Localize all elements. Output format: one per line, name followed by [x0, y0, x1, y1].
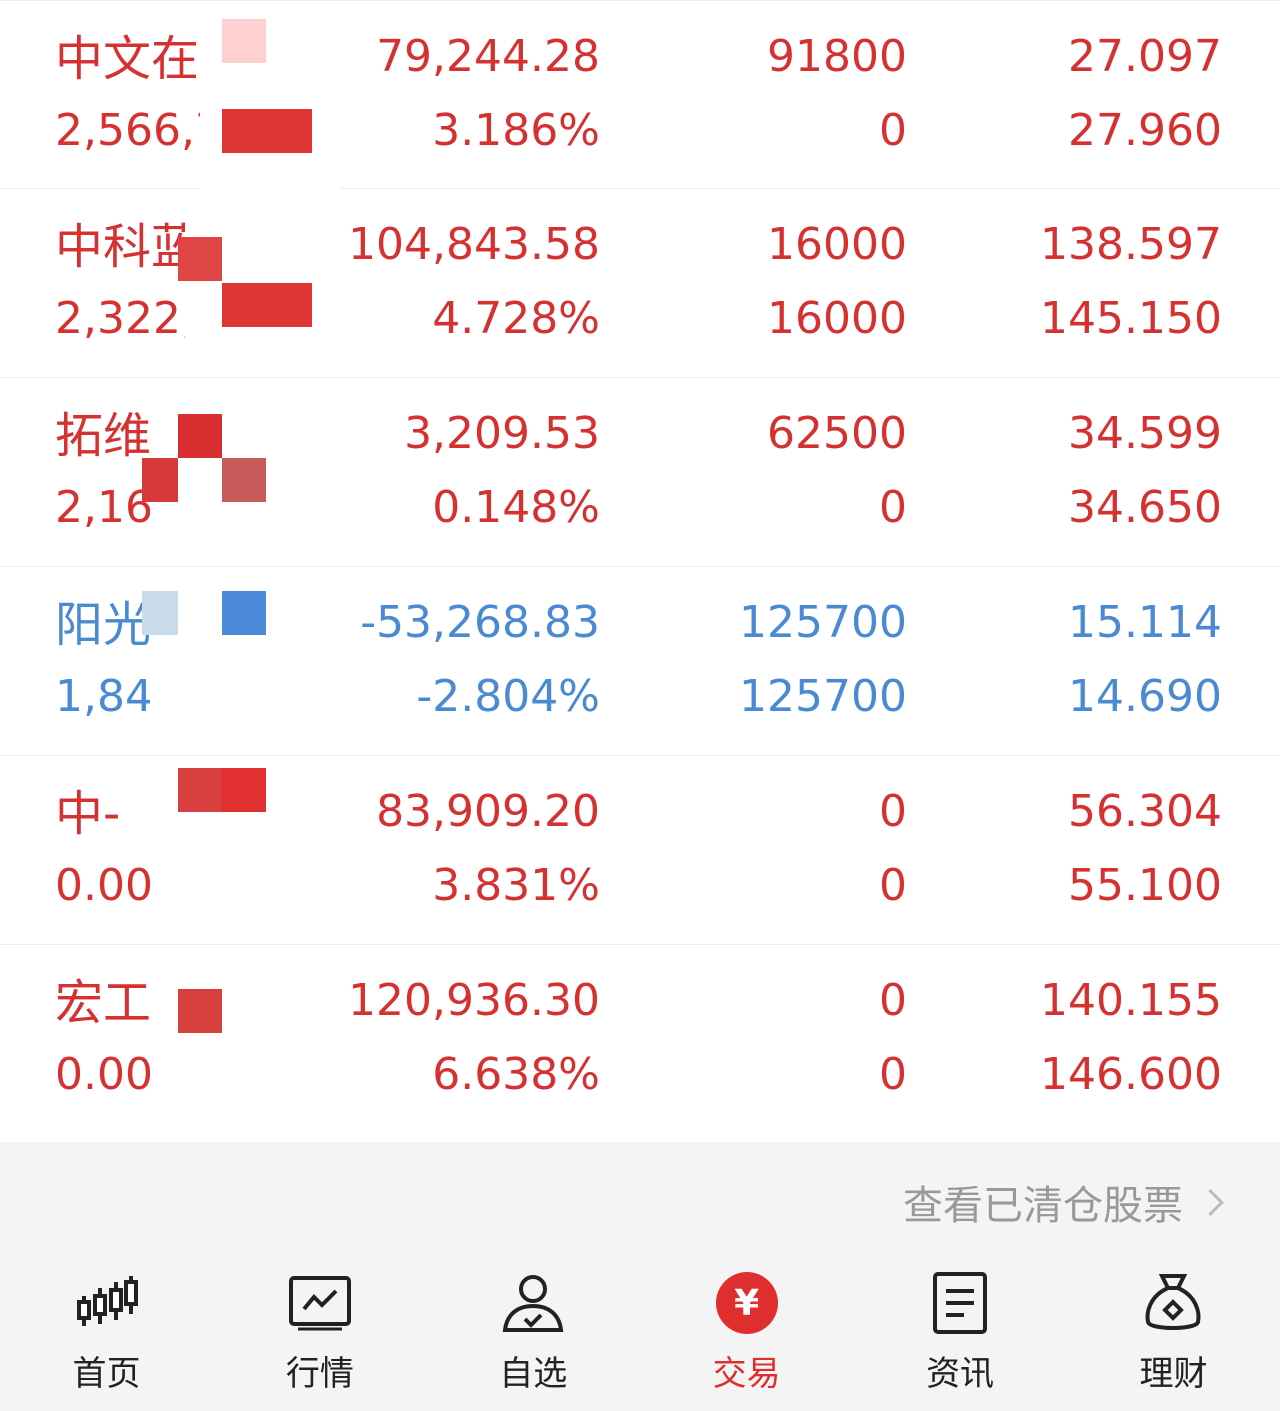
privacy-mask	[222, 591, 266, 635]
pnl-amount: 79,244.28	[376, 31, 600, 82]
holding-row[interactable]: 宏工 0.00 120,936.30 6.638% 0 0 140.155 14…	[0, 945, 1280, 1134]
stock-name: 中文在	[55, 31, 200, 87]
market-value: 0.00	[55, 1049, 153, 1100]
cleared-link-label: 查看已清仓股票	[903, 1183, 1183, 1229]
holding-row[interactable]: 中科蓝 2,322, 104,843.58 4.728% 16000 16000…	[0, 189, 1280, 378]
position-qty: 62500	[767, 408, 907, 459]
privacy-mask	[178, 414, 222, 458]
current-price: 14.690	[1068, 671, 1222, 722]
available-qty: 0	[879, 482, 907, 533]
bottom-tab-bar: 首页 行情 自选 ¥ 交易	[0, 1250, 1280, 1411]
privacy-mask	[200, 11, 340, 189]
candlestick-icon	[72, 1268, 142, 1338]
position-qty: 0	[879, 975, 907, 1026]
footer-area	[0, 1142, 1280, 1411]
position-qty: 91800	[767, 31, 907, 82]
market-value: 2,566,7	[55, 105, 223, 156]
market-value: 1,84	[55, 671, 153, 722]
tab-news[interactable]: 资讯	[854, 1250, 1067, 1411]
pnl-amount: 104,843.58	[348, 219, 600, 270]
pnl-amount: -53,268.83	[360, 597, 600, 648]
stock-name: 宏工	[55, 975, 152, 1031]
stock-name: 中-	[55, 786, 121, 842]
market-value: 2,16	[55, 482, 153, 533]
current-price: 146.600	[1040, 1049, 1222, 1100]
pnl-percent: 3.186%	[432, 105, 600, 156]
market-value: 0.00	[55, 860, 153, 911]
privacy-mask	[178, 237, 222, 281]
tab-home[interactable]: 首页	[0, 1250, 213, 1411]
market-value: 2,322,	[55, 293, 195, 344]
pnl-percent: -2.804%	[416, 671, 600, 722]
tab-label: 自选	[499, 1354, 568, 1394]
privacy-mask	[142, 591, 178, 635]
tab-label: 行情	[285, 1354, 354, 1394]
news-icon	[925, 1268, 995, 1338]
yen-icon: ¥	[712, 1268, 782, 1338]
privacy-mask	[222, 109, 312, 153]
privacy-mask	[178, 989, 222, 1033]
privacy-mask	[222, 768, 266, 812]
pnl-amount: 83,909.20	[376, 786, 600, 837]
current-price: 55.100	[1068, 860, 1222, 911]
pnl-percent: 0.148%	[432, 482, 600, 533]
privacy-mask	[222, 19, 266, 63]
privacy-mask	[222, 283, 312, 327]
available-qty: 16000	[767, 293, 907, 344]
pnl-percent: 3.831%	[432, 860, 600, 911]
available-qty: 0	[879, 105, 907, 156]
tab-watchlist[interactable]: 自选	[427, 1250, 640, 1411]
holdings-list: 中文在 2,566,7 79,244.28 3.186% 91800 0 27.…	[0, 0, 1280, 1134]
pnl-amount: 3,209.53	[404, 408, 600, 459]
position-qty: 16000	[767, 219, 907, 270]
tab-trade[interactable]: ¥ 交易	[640, 1250, 853, 1411]
cost-price: 27.097	[1068, 31, 1222, 82]
position-qty: 125700	[739, 597, 907, 648]
holding-row[interactable]: 中- 0.00 83,909.20 3.831% 0 0 56.304 55.1…	[0, 756, 1280, 945]
stock-name: 拓维	[55, 408, 152, 464]
tab-label: 理财	[1139, 1354, 1208, 1394]
cost-price: 140.155	[1040, 975, 1222, 1026]
user-check-icon	[498, 1268, 568, 1338]
available-qty: 0	[879, 860, 907, 911]
position-qty: 0	[879, 786, 907, 837]
privacy-mask	[142, 458, 178, 502]
privacy-mask	[178, 768, 222, 812]
view-cleared-stocks-link[interactable]: 查看已清仓股票	[903, 1175, 1224, 1229]
tab-label: 交易	[712, 1354, 781, 1394]
available-qty: 125700	[739, 671, 907, 722]
current-price: 145.150	[1040, 293, 1222, 344]
privacy-mask	[222, 458, 266, 502]
current-price: 34.650	[1068, 482, 1222, 533]
holding-row[interactable]: 中文在 2,566,7 79,244.28 3.186% 91800 0 27.…	[0, 0, 1280, 189]
cost-price: 34.599	[1068, 408, 1222, 459]
yen-glyph: ¥	[715, 1272, 778, 1334]
current-price: 27.960	[1068, 105, 1222, 156]
cost-price: 138.597	[1040, 219, 1222, 270]
holding-row[interactable]: 拓维 2,16 3,209.53 0.148% 62500 0 34.599 3…	[0, 378, 1280, 567]
stock-name: 阳光	[55, 597, 152, 653]
tab-market[interactable]: 行情	[213, 1250, 426, 1411]
money-bag-icon	[1138, 1268, 1208, 1338]
available-qty: 0	[879, 1049, 907, 1100]
chart-icon	[285, 1268, 355, 1338]
pnl-percent: 6.638%	[432, 1049, 600, 1100]
cost-price: 15.114	[1068, 597, 1222, 648]
cost-price: 56.304	[1068, 786, 1222, 837]
chevron-right-icon	[1197, 1188, 1224, 1216]
holding-row[interactable]: 阳光 1,84 -53,268.83 -2.804% 125700 125700…	[0, 567, 1280, 756]
tab-wealth[interactable]: 理财	[1067, 1250, 1280, 1411]
pnl-percent: 4.728%	[432, 293, 600, 344]
stock-name: 中科蓝	[55, 219, 200, 275]
tab-label: 首页	[72, 1354, 141, 1394]
pnl-amount: 120,936.30	[348, 975, 600, 1026]
tab-label: 资讯	[926, 1354, 995, 1394]
